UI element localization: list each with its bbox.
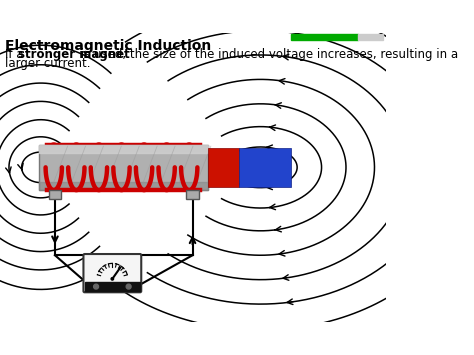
Bar bbox=[292, 34, 358, 39]
Text: stronger magnet: stronger magnet bbox=[18, 49, 130, 61]
Bar bbox=[39, 182, 209, 190]
Bar bbox=[208, 148, 238, 187]
Text: is used, the size of the induced voltage increases, resulting in a: is used, the size of the induced voltage… bbox=[77, 49, 458, 61]
Bar bbox=[186, 190, 199, 199]
Bar bbox=[39, 144, 209, 190]
Bar bbox=[39, 144, 209, 153]
Bar bbox=[238, 148, 292, 187]
Circle shape bbox=[111, 278, 114, 280]
Bar bbox=[49, 190, 61, 199]
Bar bbox=[358, 34, 383, 39]
Text: If a: If a bbox=[5, 49, 27, 61]
Text: Electromagnetic Induction: Electromagnetic Induction bbox=[5, 39, 211, 53]
Circle shape bbox=[126, 284, 131, 289]
Text: larger current.: larger current. bbox=[5, 58, 91, 70]
Bar bbox=[85, 282, 140, 291]
Circle shape bbox=[94, 284, 99, 289]
FancyBboxPatch shape bbox=[83, 254, 141, 292]
